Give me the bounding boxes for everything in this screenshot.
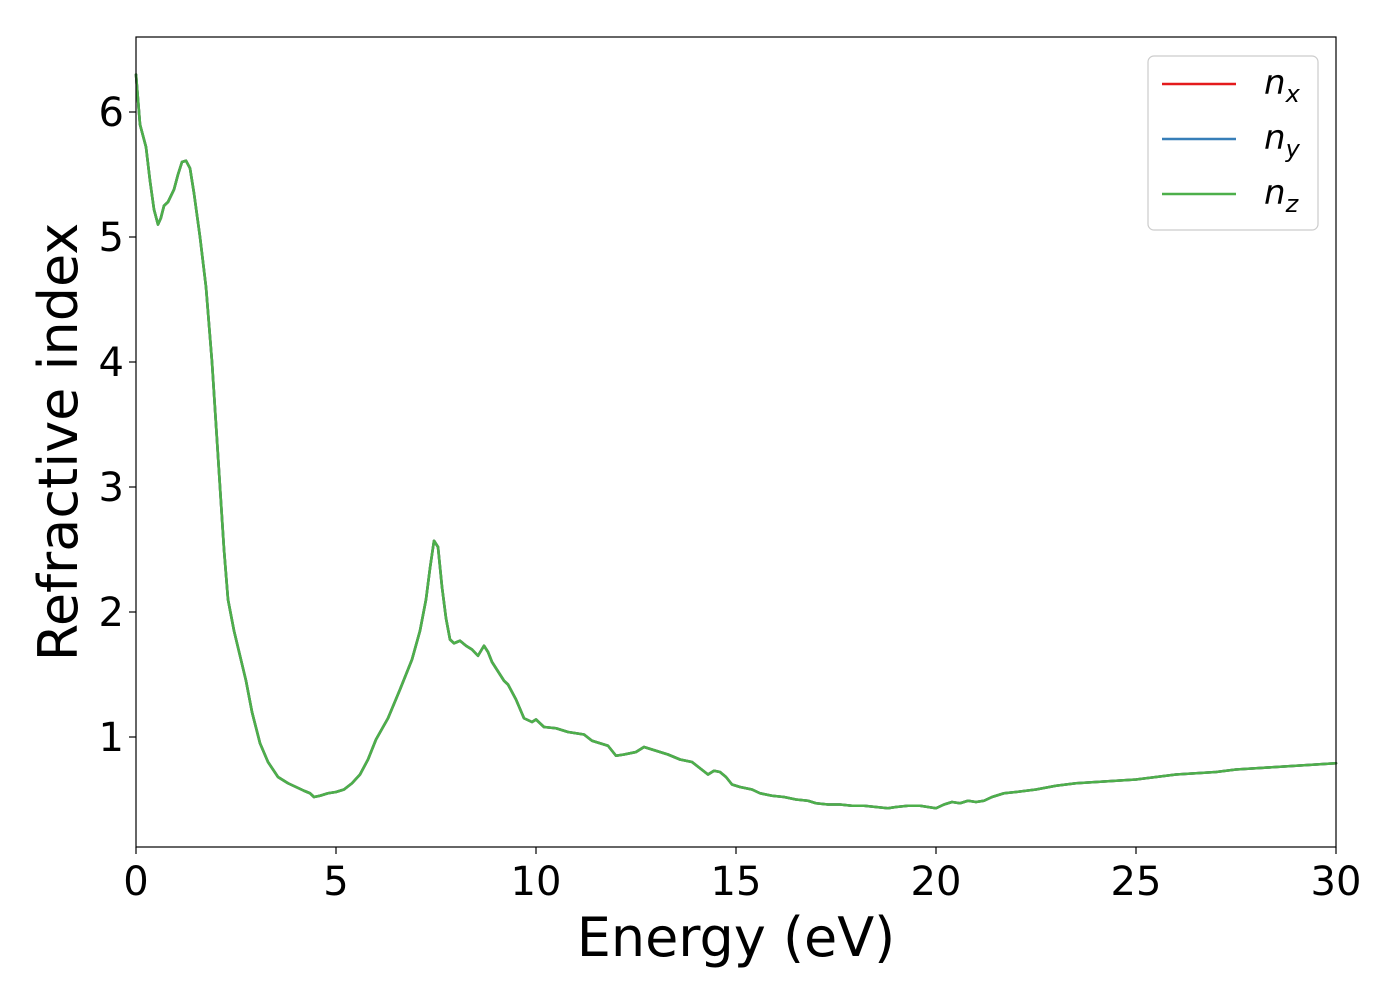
y-tick-label: 4 bbox=[99, 340, 124, 386]
x-tick-label: 30 bbox=[1311, 859, 1362, 905]
x-tick-label: 10 bbox=[511, 859, 562, 905]
y-tick-label: 5 bbox=[99, 215, 124, 261]
x-tick-label: 15 bbox=[711, 859, 762, 905]
y-tick-label: 6 bbox=[99, 90, 124, 136]
x-tick-label: 0 bbox=[123, 859, 148, 905]
x-axis-label: Energy (eV) bbox=[577, 906, 896, 969]
y-tick-label: 2 bbox=[99, 590, 124, 636]
y-axis-ticks: 1 2 3 4 5 6 bbox=[99, 90, 136, 761]
x-tick-label: 5 bbox=[323, 859, 348, 905]
x-tick-label: 25 bbox=[1111, 859, 1162, 905]
plot-area bbox=[136, 37, 1336, 847]
series-line-nz bbox=[134, 73, 1338, 810]
y-tick-label: 1 bbox=[99, 715, 124, 761]
x-tick-label: 20 bbox=[911, 859, 962, 905]
series-lines bbox=[134, 73, 1338, 810]
y-tick-label: 3 bbox=[99, 465, 124, 511]
legend-box bbox=[1147, 55, 1319, 231]
x-axis-ticks: 0 5 10 15 20 25 30 bbox=[123, 847, 1361, 905]
y-axis-label: Refractive index bbox=[27, 223, 90, 662]
